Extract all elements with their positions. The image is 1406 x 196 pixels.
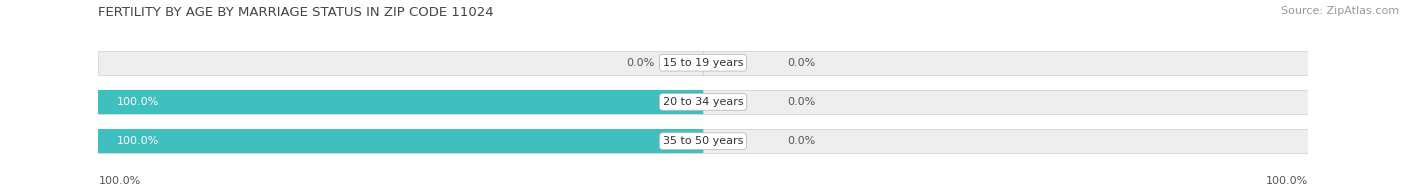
Bar (98, 51, 703, 75)
Bar (703, 90, 1308, 114)
Text: 100.0%: 100.0% (1265, 176, 1308, 186)
Text: Source: ZipAtlas.com: Source: ZipAtlas.com (1281, 6, 1399, 16)
Text: 0.0%: 0.0% (787, 58, 815, 68)
Text: 35 to 50 years: 35 to 50 years (662, 136, 744, 146)
Text: 15 to 19 years: 15 to 19 years (662, 58, 744, 68)
Text: 20 to 34 years: 20 to 34 years (662, 97, 744, 107)
Text: FERTILITY BY AGE BY MARRIAGE STATUS IN ZIP CODE 11024: FERTILITY BY AGE BY MARRIAGE STATUS IN Z… (98, 6, 494, 19)
Bar (98, 129, 703, 153)
Bar (703, 51, 1308, 75)
Bar (703, 129, 1308, 153)
Text: 100.0%: 100.0% (117, 136, 159, 146)
Bar (98, 129, 703, 153)
Bar (98, 90, 703, 114)
Text: 100.0%: 100.0% (117, 97, 159, 107)
Bar (98, 90, 703, 114)
Text: 0.0%: 0.0% (787, 136, 815, 146)
Text: 0.0%: 0.0% (627, 58, 655, 68)
Text: 0.0%: 0.0% (787, 97, 815, 107)
Text: 100.0%: 100.0% (98, 176, 141, 186)
